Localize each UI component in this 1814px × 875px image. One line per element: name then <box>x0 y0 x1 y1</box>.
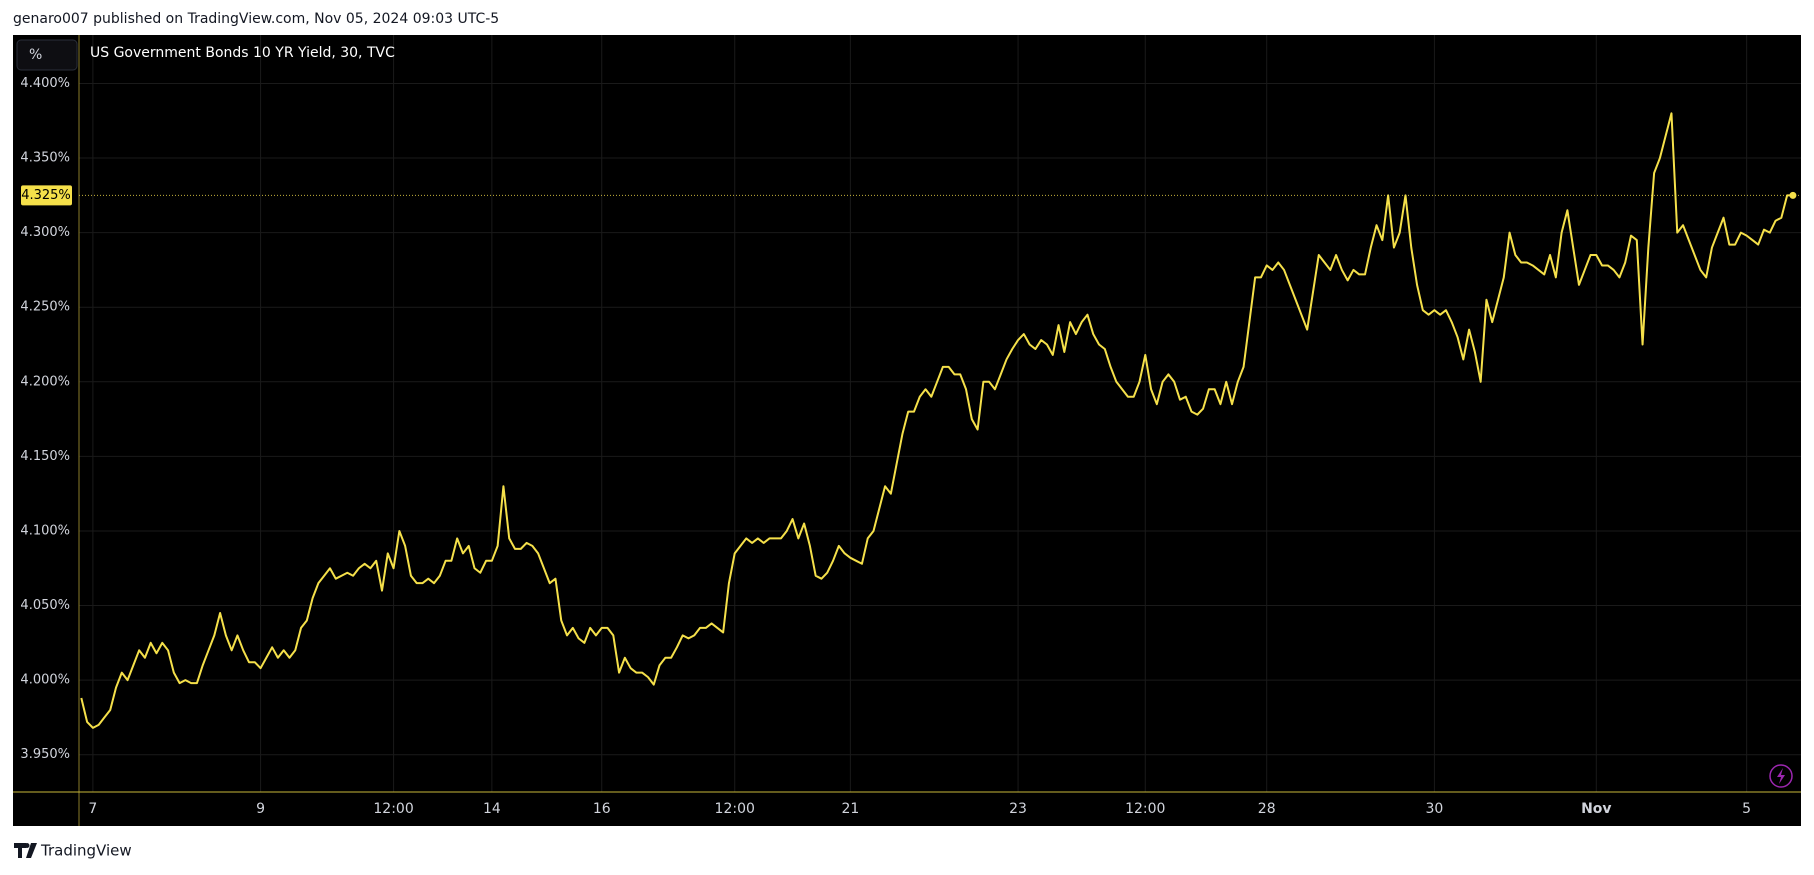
price-line <box>80 112 1793 729</box>
y-tick-label: 4.150% <box>20 449 70 464</box>
chart-frame <box>13 35 1801 826</box>
publish-header: genaro007 published on TradingView.com, … <box>13 11 499 27</box>
x-tick-label: 7 <box>88 801 97 817</box>
x-tick-label: 12:00 <box>715 801 755 817</box>
x-tick-label: 9 <box>256 801 265 817</box>
last-price-badge <box>21 185 72 206</box>
unit-label: % <box>29 47 42 63</box>
logo-icon <box>14 843 37 858</box>
y-tick-label: 4.400% <box>20 76 70 91</box>
tradingview-logo <box>14 843 37 858</box>
x-tick-label: 28 <box>1258 801 1276 817</box>
y-tick-label: 4.050% <box>20 598 70 613</box>
lightning-icon <box>1777 768 1785 784</box>
x-tick-label: 12:00 <box>1125 801 1165 817</box>
grid <box>79 35 1801 792</box>
y-tick-label: 3.950% <box>20 747 70 762</box>
chart-title: US Government Bonds 10 YR Yield, 30, TVC <box>90 45 395 61</box>
x-tick-label: Nov <box>1581 801 1611 817</box>
footer-brand: TradingView <box>40 842 132 860</box>
x-tick-label: 23 <box>1009 801 1027 817</box>
x-tick-label: 14 <box>483 801 501 817</box>
y-tick-label: 4.350% <box>20 151 70 166</box>
y-tick-label: 4.000% <box>20 673 70 688</box>
x-tick-label: 16 <box>593 801 611 817</box>
x-tick-label: 12:00 <box>373 801 413 817</box>
y-tick-label: 4.300% <box>20 225 70 240</box>
x-tick-label: 5 <box>1742 801 1751 817</box>
x-tick-label: 21 <box>841 801 859 817</box>
unit-button[interactable] <box>16 39 78 71</box>
lightning-button[interactable] <box>1769 764 1793 788</box>
y-tick-label: 4.250% <box>20 300 70 315</box>
x-tick-label: 30 <box>1425 801 1443 817</box>
y-tick-label: 4.200% <box>20 374 70 389</box>
last-price-label: 4.325% <box>21 188 71 203</box>
y-tick-label: 4.100% <box>20 523 70 538</box>
